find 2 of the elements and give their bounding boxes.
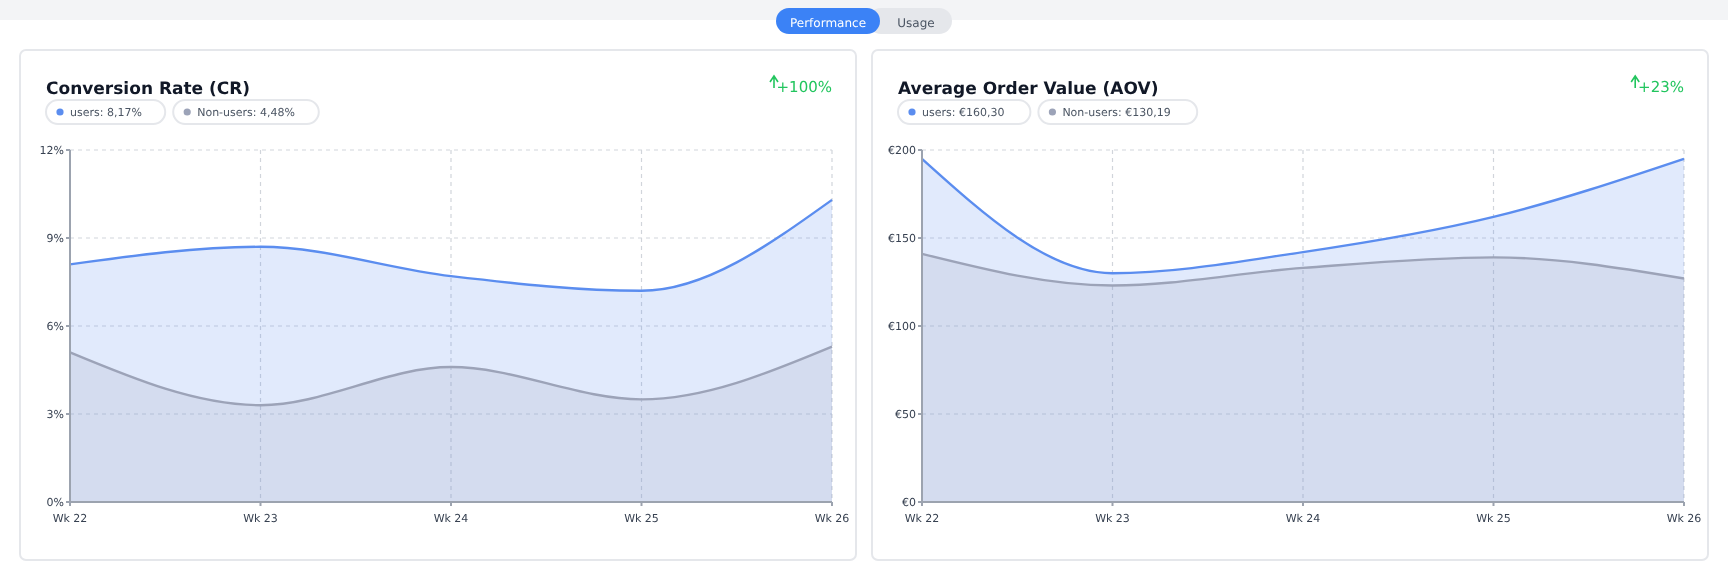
chart-title: Average Order Value (AOV) [898,80,1159,100]
chart-title: Conversion Rate (CR) [46,80,251,100]
